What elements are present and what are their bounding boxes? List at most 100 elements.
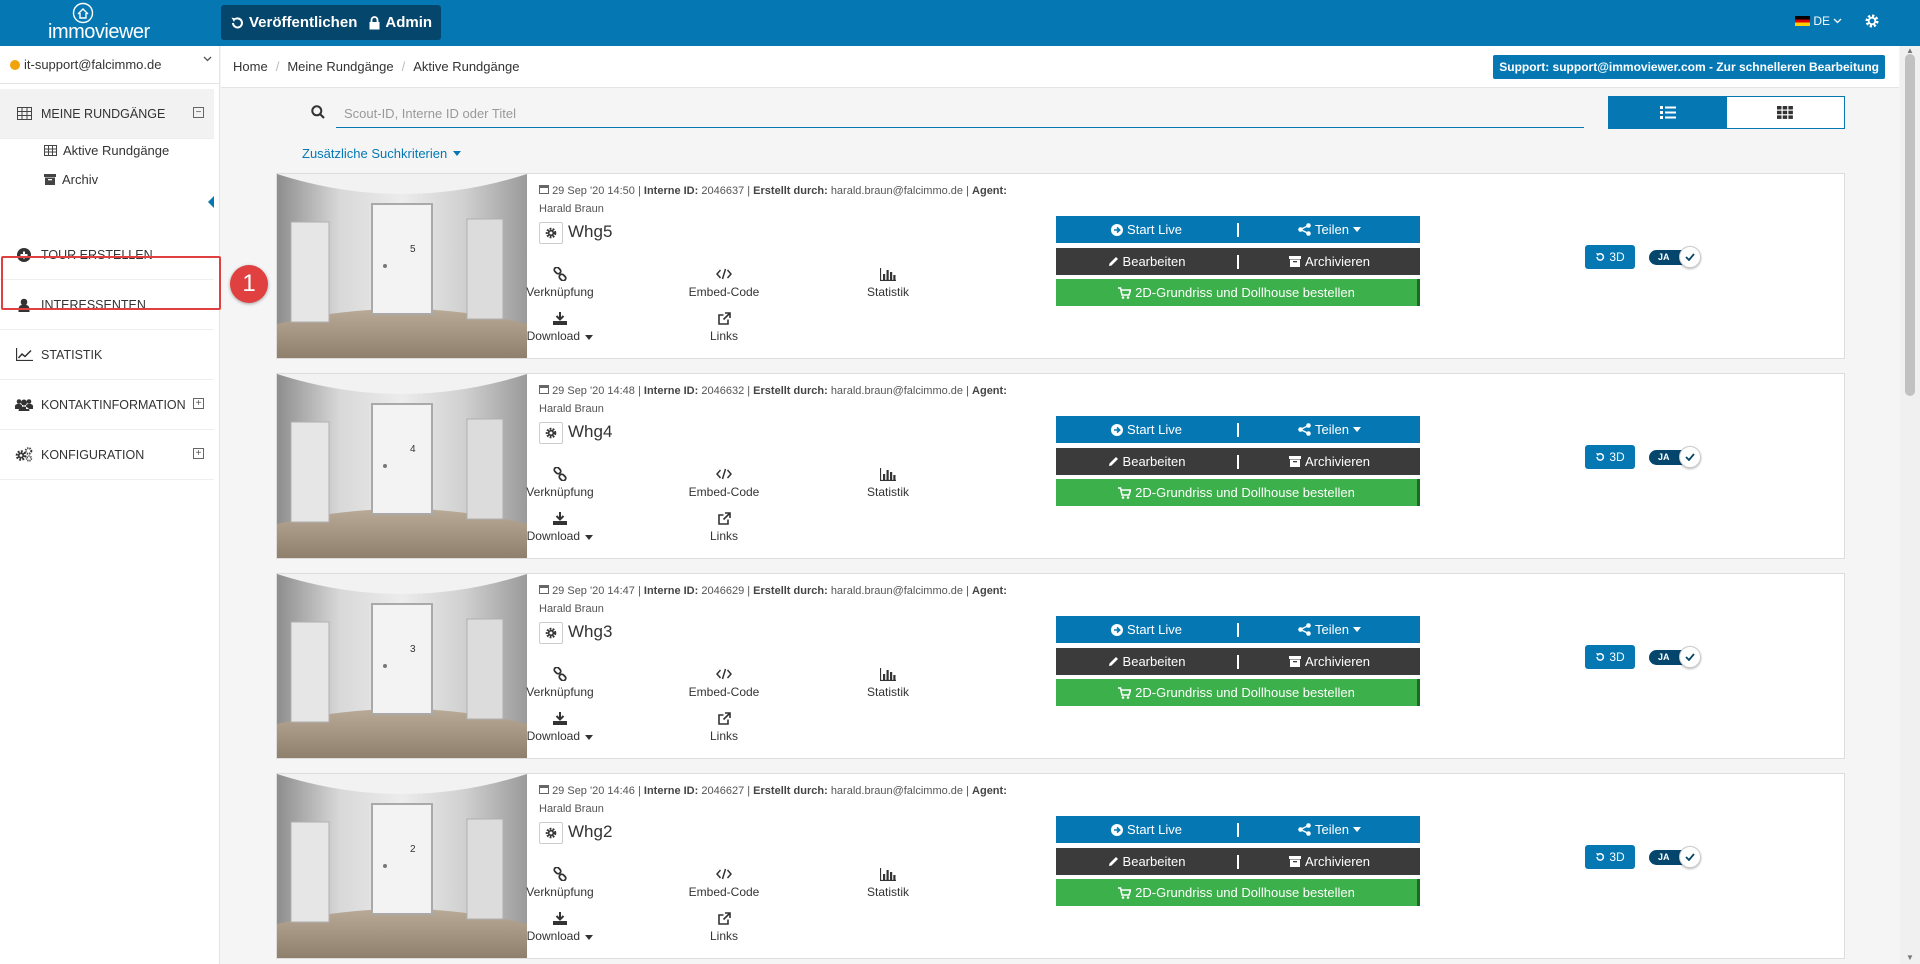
order-floorplan-button[interactable]: 2D-Grundriss und Dollhouse bestellen [1056,679,1420,706]
published-toggle[interactable]: JA [1649,246,1701,268]
link-action[interactable]: Verknüpfung [505,666,615,699]
tour-thumbnail[interactable]: 4 [277,374,527,558]
pencil-icon [1108,657,1118,666]
edit-button[interactable]: Bearbeiten [1056,254,1237,269]
share-button[interactable]: Teilen [1239,422,1420,437]
tour-settings-button[interactable] [539,822,563,844]
share-button[interactable]: Teilen [1239,622,1420,637]
order-floorplan-button[interactable]: 2D-Grundriss und Dollhouse bestellen [1056,479,1420,506]
3d-label: 3D [1609,650,1625,664]
sidebar-item-statistik[interactable]: STATISTIK [0,330,214,380]
links-action[interactable]: Links [669,310,779,343]
tour-title[interactable]: Whg2 [568,822,613,841]
edit-button[interactable]: Bearbeiten [1056,454,1237,469]
link-action[interactable]: Verknüpfung [505,466,615,499]
links-action[interactable]: Links [669,710,779,743]
3d-button[interactable]: 3D [1585,845,1635,869]
additional-search-criteria-toggle[interactable]: Zusätzliche Suchkriterien [302,146,462,161]
archive-button[interactable]: Archivieren [1239,454,1420,469]
edit-button[interactable]: Bearbeiten [1056,654,1237,669]
sidebar-item-kontaktinformation[interactable]: KONTAKTINFORMATION + [0,380,214,430]
breadcrumb-meine-rundgaenge[interactable]: Meine Rundgänge [287,59,394,74]
creator-email: harald.braun@falcimmo.de [830,385,964,397]
archive-button[interactable]: Archivieren [1239,254,1420,269]
3d-button[interactable]: 3D [1585,245,1635,269]
search-input[interactable] [336,99,1584,128]
download-label: Download [526,329,581,343]
shopping-cart-icon [1118,486,1132,499]
vertical-scrollbar[interactable]: ▲ ▼ [1900,46,1920,964]
edit-button[interactable]: Bearbeiten [1056,854,1237,869]
immoviewer-logo[interactable]: immoviewer [44,2,154,44]
embed-code-action[interactable]: Embed-Code [669,866,779,899]
breadcrumb-home[interactable]: Home [233,59,268,74]
3d-button[interactable]: 3D [1585,645,1635,669]
published-toggle[interactable]: JA [1649,446,1701,468]
tour-title[interactable]: Whg3 [568,622,613,641]
publish-button[interactable]: Veröffentlichen [230,14,357,31]
sidebar-subitem-archiv[interactable]: Archiv [44,167,98,191]
support-button[interactable]: Support: support@immoviewer.com - Zur sc… [1493,55,1885,79]
tour-settings-button[interactable] [539,422,563,444]
language-selector[interactable]: DE [1795,14,1842,28]
links-action[interactable]: Links [669,510,779,543]
expand-icon[interactable]: + [193,448,204,459]
share-button[interactable]: Teilen [1239,222,1420,237]
table-icon [44,144,57,156]
tour-settings-button[interactable] [539,222,563,244]
download-action[interactable]: Download [505,510,615,543]
statistics-action[interactable]: Statistik [833,466,943,499]
embed-code-action[interactable]: Embed-Code [669,666,779,699]
breadcrumb-aktive-rundgaenge[interactable]: Aktive Rundgänge [413,59,520,74]
start-live-button[interactable]: Start Live [1056,222,1237,237]
expand-icon[interactable]: + [193,398,204,409]
embed-code-action[interactable]: Embed-Code [669,466,779,499]
sidebar-item-tour-erstellen[interactable]: TOUR ERSTELLEN [0,230,214,280]
start-live-button[interactable]: Start Live [1056,822,1237,837]
share-label: Teilen [1315,222,1349,237]
statistics-action[interactable]: Statistik [833,266,943,299]
tour-thumbnail[interactable]: 2 [277,774,527,958]
sidebar-item-meine-rundgaenge[interactable]: MEINE RUNDGÄNGE − [0,89,214,139]
published-toggle[interactable]: JA [1649,846,1701,868]
start-live-button[interactable]: Start Live [1056,422,1237,437]
user-account-menu[interactable]: it-support@falcimmo.de [0,46,220,84]
lock-icon [369,15,380,29]
tour-settings-button[interactable] [539,622,563,644]
tour-thumbnail[interactable]: 3 [277,574,527,758]
download-action[interactable]: Download [505,710,615,743]
list-view-button[interactable] [1609,97,1727,128]
scroll-down-arrow[interactable]: ▼ [1906,953,1914,962]
archive-button[interactable]: Archivieren [1239,854,1420,869]
archive-button[interactable]: Archivieren [1239,654,1420,669]
download-action[interactable]: Download [505,310,615,343]
collapse-icon[interactable]: − [193,107,204,118]
sidebar-subitem-aktive-rundgaenge[interactable]: Aktive Rundgänge [44,138,169,162]
download-action[interactable]: Download [505,910,615,943]
sidebar-item-konfiguration[interactable]: KONFIGURATION + [0,430,214,480]
embed-code-action[interactable]: Embed-Code [669,266,779,299]
share-button[interactable]: Teilen [1239,822,1420,837]
statistics-action[interactable]: Statistik [833,866,943,899]
order-floorplan-button[interactable]: 2D-Grundriss und Dollhouse bestellen [1056,879,1420,906]
order-floorplan-button[interactable]: 2D-Grundriss und Dollhouse bestellen [1056,279,1420,306]
published-toggle[interactable]: JA [1649,646,1701,668]
links-action[interactable]: Links [669,910,779,943]
tour-title[interactable]: Whg5 [568,222,613,241]
statistics-action[interactable]: Statistik [833,666,943,699]
user-email: it-support@falcimmo.de [24,57,162,72]
link-action[interactable]: Verknüpfung [505,266,615,299]
top-bar: immoviewer Veröffentlichen Admin DE [0,0,1920,46]
scroll-up-arrow[interactable]: ▲ [1906,46,1914,55]
tour-thumbnail[interactable]: 5 [277,174,527,358]
3d-button[interactable]: 3D [1585,445,1635,469]
start-live-button[interactable]: Start Live [1056,622,1237,637]
caret-down-icon [1352,627,1361,632]
admin-button[interactable]: Admin [369,14,432,31]
link-action[interactable]: Verknüpfung [505,866,615,899]
tour-title[interactable]: Whg4 [568,422,613,441]
grid-view-button[interactable] [1726,97,1844,128]
scrollbar-thumb[interactable] [1905,54,1915,396]
table-icon [14,106,34,122]
settings-gear-icon[interactable] [1864,13,1880,29]
